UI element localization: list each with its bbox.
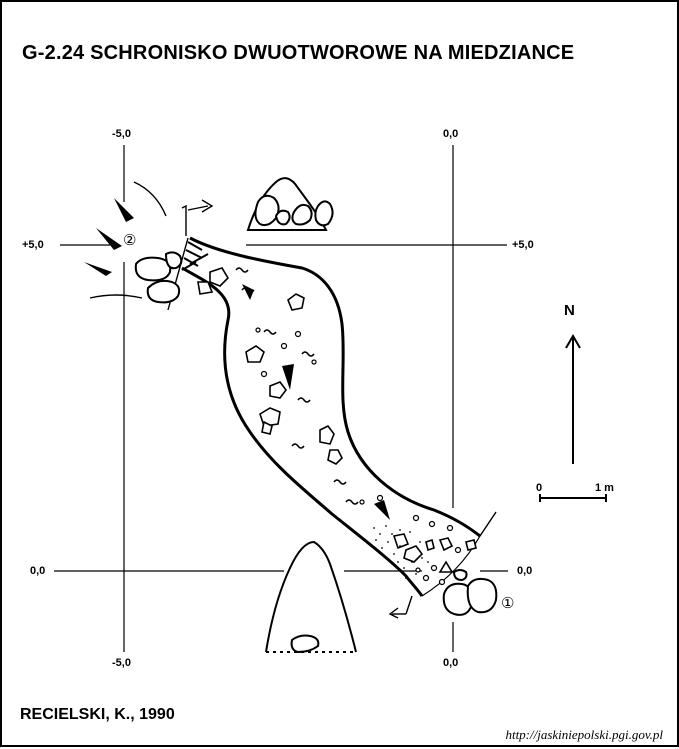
author-credit: RECIELSKI, K., 1990 (20, 706, 175, 723)
slope-arrow-icon (374, 500, 390, 520)
entrance-two-wedges (84, 198, 134, 276)
boulder-icon (452, 569, 468, 582)
pebble-icon (415, 567, 421, 573)
profile-line (181, 204, 187, 236)
coord-right-upper: +5,0 (512, 239, 534, 251)
rubble-group (197, 267, 477, 573)
pebble-icon (260, 370, 268, 378)
entrance-wedge-icon (114, 198, 134, 222)
direction-arrow-icon (201, 199, 214, 213)
pebble-icon (280, 342, 288, 350)
source-link[interactable]: http://jaskiniepolski.pgi.gov.pl (505, 727, 663, 742)
entrance-wedge-icon (96, 228, 122, 250)
north-label: N (564, 302, 575, 319)
boulder-icon (466, 577, 498, 614)
slope-arrow-icon (282, 364, 294, 390)
scale-end-label: 1 m (595, 482, 614, 494)
boulder-icon (291, 203, 313, 226)
north-arrow-icon (565, 334, 581, 464)
rock-icon (197, 281, 214, 295)
profile-line (187, 205, 209, 211)
entrance-two-label: ② (123, 232, 137, 249)
direction-arrow-icon (388, 607, 399, 619)
pebble-icon (430, 564, 438, 572)
coord-top-right: 0,0 (443, 128, 459, 140)
pebble-icon (454, 546, 462, 554)
cave-outline (181, 236, 481, 597)
pebble-icon (428, 520, 436, 528)
coord-left-lower: 0,0 (30, 565, 46, 577)
sediment-dots (373, 525, 429, 579)
boulder-icon (146, 279, 181, 304)
profile-line (405, 595, 413, 615)
cross-section-upper (246, 177, 334, 231)
cross-section-outline (265, 540, 357, 653)
pebble-icon (438, 578, 446, 586)
pebble-icon (412, 514, 420, 522)
entrance-one-label: ① (501, 595, 515, 612)
pebble-icon (359, 499, 365, 505)
pebble-group (255, 327, 462, 586)
rock-icon (269, 381, 287, 399)
rock-icon (392, 533, 410, 550)
map-title: G-2.24 SCHRONISKO DWUOTWOROWE NA MIEDZIA… (22, 42, 575, 64)
rock-icon (287, 293, 305, 311)
rock-icon (425, 538, 435, 552)
pebble-icon (446, 524, 454, 532)
scale-start-label: 0 (536, 482, 543, 494)
entrance-two-details (89, 181, 214, 311)
coord-right-lower: 0,0 (517, 565, 533, 577)
entrance-two-hatch (181, 241, 209, 271)
slope-arrow-icon (242, 284, 254, 300)
boulder-icon (164, 251, 183, 270)
rock-icon (319, 424, 335, 445)
coord-left-upper: +5,0 (22, 239, 44, 251)
rock-icon (438, 537, 454, 552)
entrance-one-details (388, 511, 497, 619)
rock-icon (209, 267, 230, 287)
dripline (133, 181, 167, 217)
slope-arrows (242, 284, 390, 520)
boulder-icon (134, 256, 172, 282)
cave-wall-west (181, 266, 424, 597)
cross-section-lower (265, 540, 357, 654)
rock-icon (403, 545, 424, 563)
pebble-icon (294, 330, 302, 338)
entrance-one-boulders (442, 569, 498, 616)
grid-lines (54, 145, 508, 652)
dripline (89, 294, 143, 299)
cave-wall-east (189, 236, 481, 538)
rock-icon (261, 420, 273, 435)
rock-icon (245, 345, 265, 363)
coord-top-left: -5,0 (112, 128, 131, 140)
pebble-icon (376, 494, 384, 502)
coord-bottom-right: 0,0 (443, 657, 459, 669)
boulder-icon (274, 209, 291, 226)
pebble-icon (255, 327, 261, 333)
rock-icon (327, 449, 343, 465)
rock-icon (438, 560, 454, 573)
section-line (479, 511, 497, 537)
pebble-icon (311, 359, 317, 365)
coord-bottom-left: -5,0 (112, 657, 131, 669)
boulder-icon (290, 634, 320, 654)
entrance-two-boulders (134, 251, 183, 304)
entrance-wedge-icon (84, 262, 112, 276)
rock-icon (465, 539, 477, 551)
scale-bar (539, 494, 607, 502)
pebble-icon (422, 574, 430, 582)
boulder-icon (314, 200, 334, 227)
